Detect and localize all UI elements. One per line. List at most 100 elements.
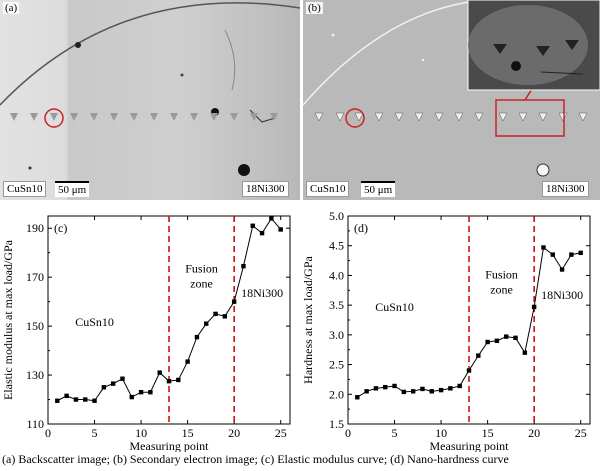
data-point <box>457 383 462 389</box>
y-tick-label: 130 <box>26 368 44 382</box>
y-tick-label: 2.0 <box>329 387 344 401</box>
x-tick-label: 0 <box>345 426 351 440</box>
x-tick-label: 10 <box>435 426 447 440</box>
data-point <box>578 250 583 256</box>
y-tick-label: 3.0 <box>329 328 344 342</box>
highlight-circle-b <box>345 108 365 128</box>
data-point <box>438 387 444 393</box>
x-axis-label: Measuring point <box>430 439 510 452</box>
data-point <box>278 227 283 232</box>
data-point <box>64 393 69 399</box>
x-tick-label: 10 <box>135 426 147 440</box>
micrograph-a: (a) CuSn10 50 μm 18Ni300 <box>0 0 300 200</box>
highlight-circle-a <box>44 108 64 128</box>
y-tick-label: 190 <box>26 221 44 235</box>
data-point <box>176 377 181 383</box>
data-point <box>485 339 490 345</box>
data-point <box>401 389 407 395</box>
data-point <box>250 223 255 228</box>
micrograph-a-image <box>0 0 300 200</box>
x-tick-label: 20 <box>528 426 540 440</box>
region-label: Fusion zone <box>485 267 518 296</box>
data-point <box>55 398 60 403</box>
panel-label: (d) <box>354 221 368 235</box>
hardness-chart: 1.5 2.0 2.5 3.0 3.5 4.0 4.5 5.0 0 5 10 15 20 25 Measur… <box>301 209 591 452</box>
data-point <box>513 335 518 341</box>
material-label-right-b: 18Ni300 <box>542 181 589 197</box>
panel-label: (c) <box>54 221 67 235</box>
y-tick-label: 2.5 <box>329 358 344 372</box>
data-point <box>364 389 369 394</box>
region-label: CuSn10 <box>75 315 114 329</box>
panel-label-a: (a) <box>3 2 20 14</box>
data-point <box>392 383 397 389</box>
data-point <box>166 378 172 384</box>
inset-image <box>467 0 600 91</box>
data-point <box>383 384 388 390</box>
data-point <box>259 230 265 236</box>
region-label: 18Ni300 <box>541 288 583 302</box>
data-point <box>476 353 481 358</box>
micrograph-b-image <box>303 0 600 200</box>
x-axis-label: Measuring point <box>130 439 210 452</box>
data-point <box>522 350 528 355</box>
data-point <box>429 389 434 394</box>
y-axis-label: Elastic modulus at max load/GPa <box>1 239 15 400</box>
data-point <box>448 386 453 391</box>
material-label-right-a: 18Ni300 <box>242 181 289 197</box>
y-tick-label: 4.0 <box>329 268 344 282</box>
elastic-modulus-chart: 110 130 150 170 190 0 5 10 15 20 25 Measuring point… <box>1 215 291 452</box>
y-tick-label: 4.5 <box>329 239 344 253</box>
scale-bar-b: 50 μm <box>361 181 396 197</box>
y-tick-label: 110 <box>26 417 44 431</box>
data-point <box>185 359 190 364</box>
data-point <box>269 216 274 221</box>
x-tick-label: 25 <box>575 426 587 440</box>
y-tick-label: 170 <box>26 270 44 284</box>
data-point <box>138 389 144 395</box>
scale-bar-a: 50 μm <box>55 181 90 197</box>
data-point <box>73 397 79 402</box>
data-point <box>410 389 416 394</box>
y-tick-label: 150 <box>26 319 44 333</box>
region-label: CuSn10 <box>375 300 414 314</box>
material-label-left-b: CuSn10 <box>306 181 350 197</box>
region-label: Fusion zone <box>185 261 218 290</box>
data-point <box>110 381 116 386</box>
x-tick-label: 5 <box>392 426 398 440</box>
data-point <box>231 299 237 304</box>
data-point <box>157 370 162 375</box>
data-point <box>569 252 574 257</box>
data-point <box>355 395 360 400</box>
region-label: 18Ni300 <box>241 286 283 300</box>
data-point <box>550 252 555 257</box>
panel-label-b: (b) <box>306 2 323 14</box>
data-point <box>148 389 153 395</box>
data-point <box>541 245 546 250</box>
figure-caption: (a) Backscatter image; (b) Secondary ele… <box>2 452 509 466</box>
y-axis-label: Hardness at max load/GPa <box>301 256 315 384</box>
material-label-left-a: CuSn10 <box>3 181 47 197</box>
data-point <box>101 385 107 390</box>
x-tick-label: 15 <box>182 426 194 440</box>
data-point <box>466 368 472 373</box>
data-point <box>204 321 209 326</box>
data-point <box>129 394 134 400</box>
data-point <box>194 334 200 340</box>
data-point <box>420 386 425 392</box>
y-tick-label: 3.5 <box>329 298 344 312</box>
x-tick-label: 25 <box>275 426 287 440</box>
data-point <box>504 334 509 339</box>
x-tick-label: 0 <box>45 426 51 440</box>
data-point <box>120 376 125 381</box>
data-point <box>222 314 228 319</box>
x-tick-label: 15 <box>482 426 494 440</box>
data-point <box>241 263 246 269</box>
data-point <box>559 267 565 272</box>
data-point <box>373 386 379 391</box>
data-point <box>213 311 218 317</box>
x-tick-label: 20 <box>228 426 240 440</box>
data-point <box>531 304 537 310</box>
data-point <box>92 398 97 403</box>
